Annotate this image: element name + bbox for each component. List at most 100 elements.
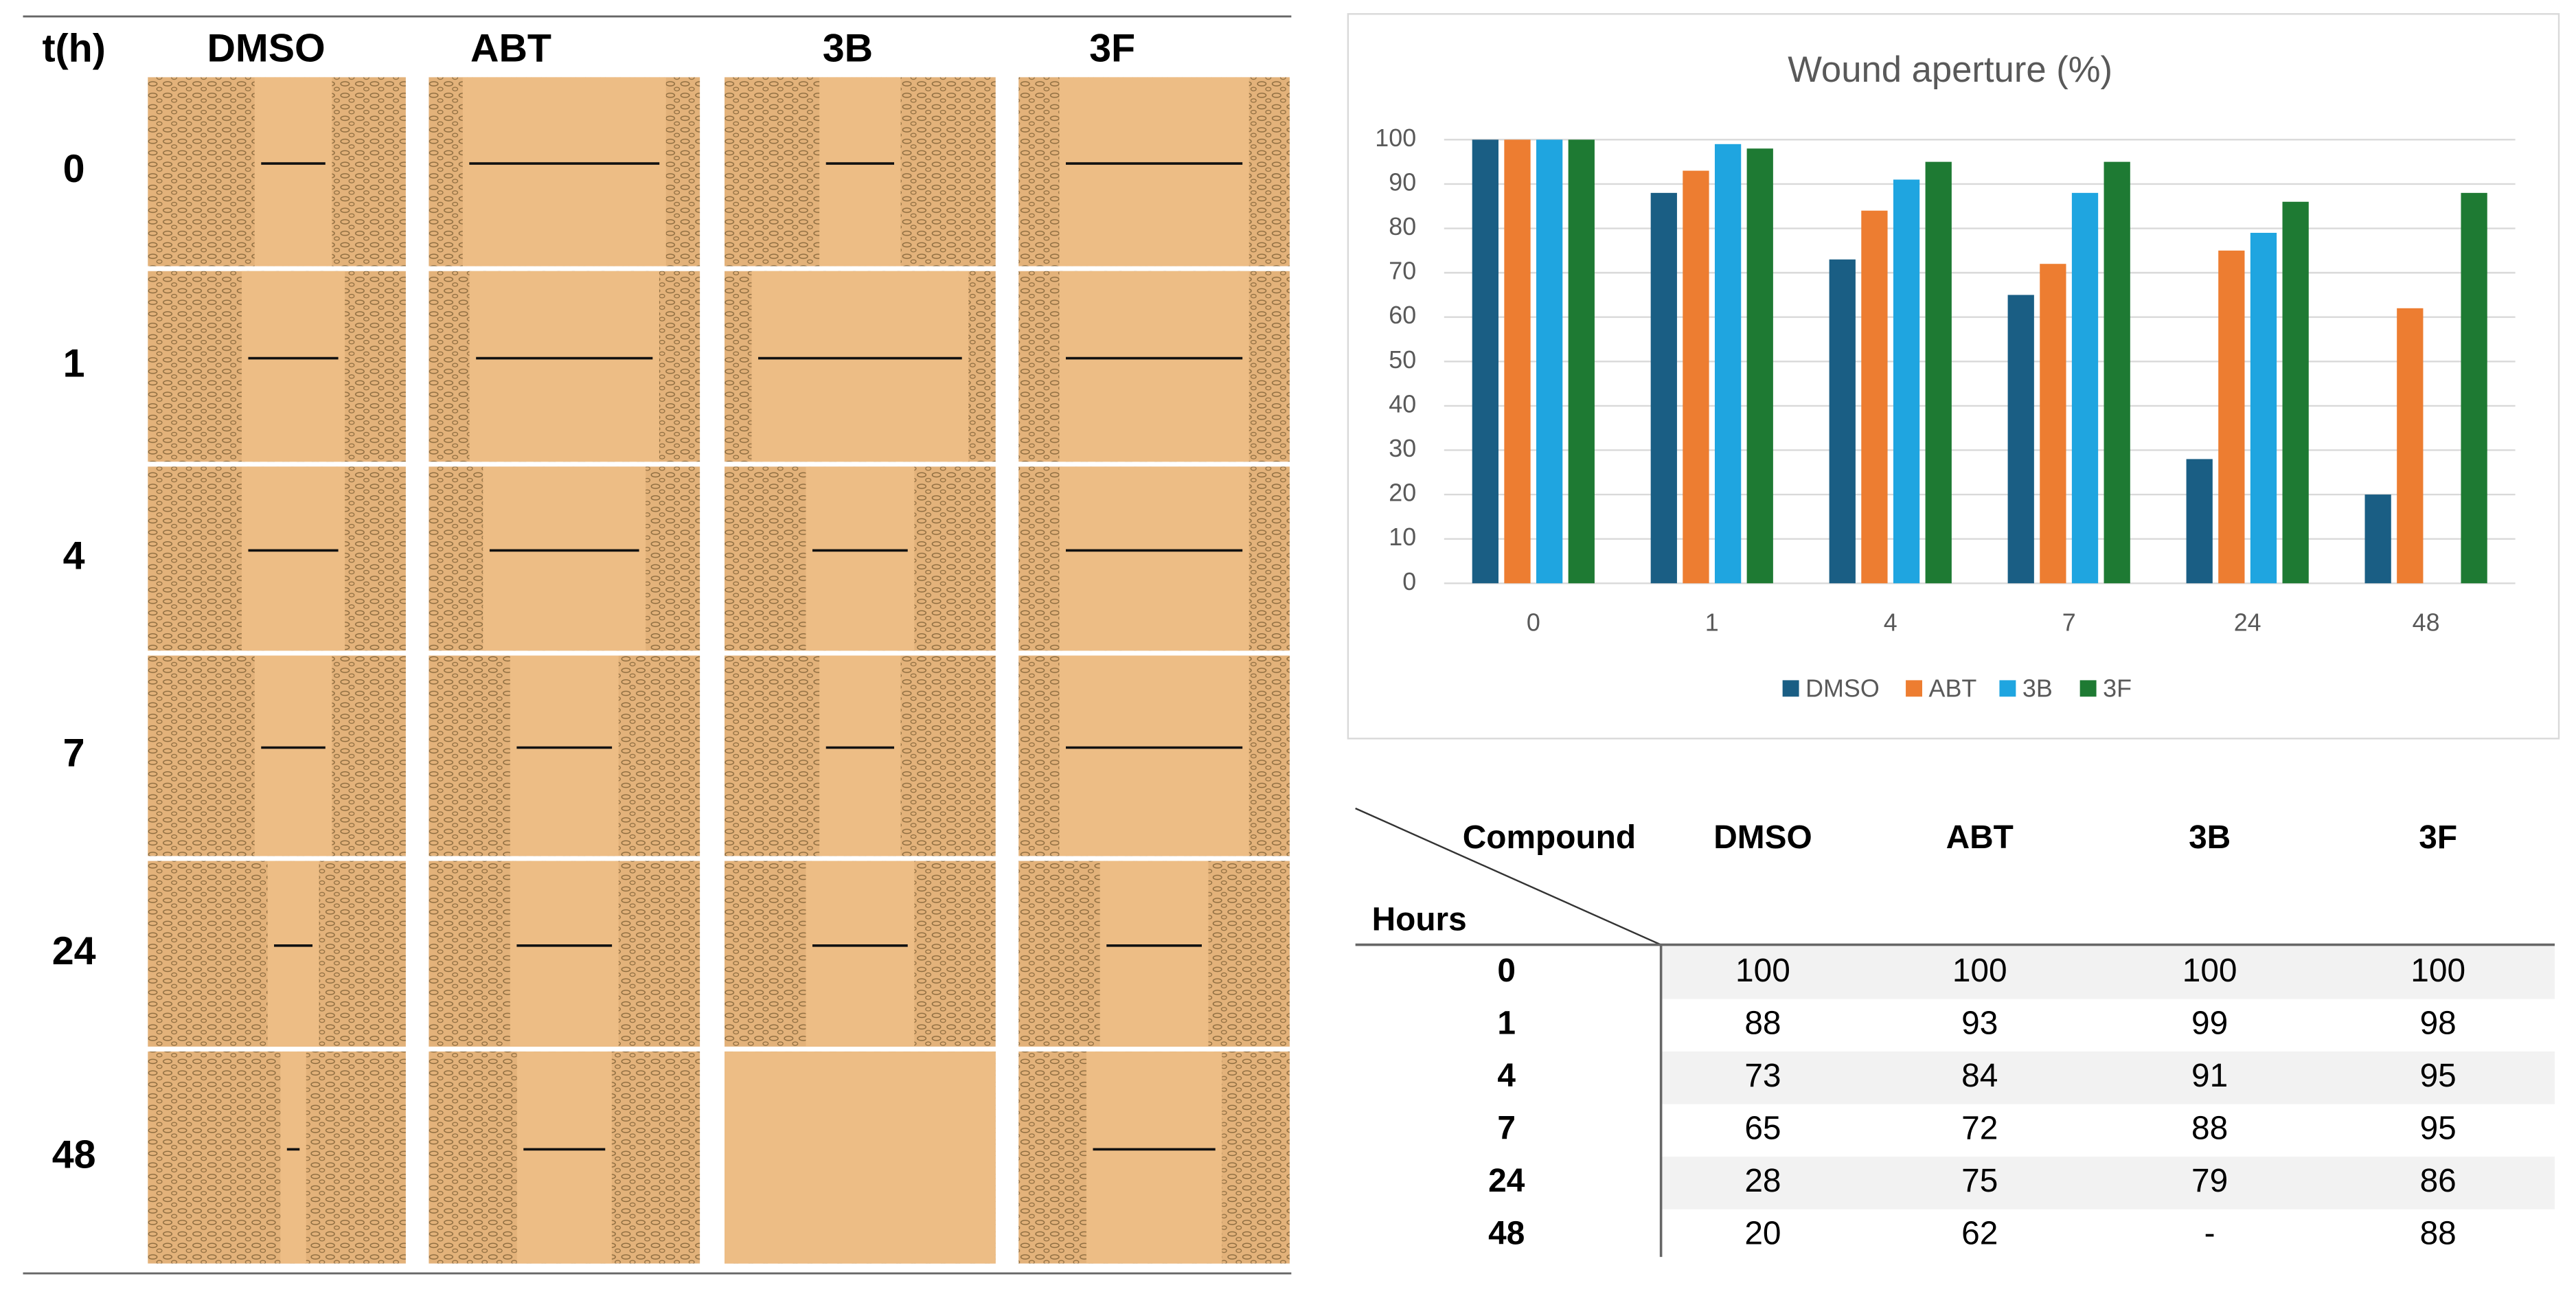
table-cell: 72 (1961, 1111, 1998, 1147)
table-cell: 95 (2420, 1058, 2457, 1094)
bar (1472, 139, 1498, 584)
bar (1925, 161, 1952, 584)
table-row-label: 24 (1488, 1163, 1525, 1199)
table-cell: 100 (2182, 953, 2237, 989)
bar (2218, 250, 2245, 584)
y-tick-label: 90 (1389, 168, 1416, 196)
table-row-label: 7 (1497, 1111, 1516, 1147)
legend-swatch (2079, 680, 2097, 697)
wound-gap (1059, 655, 1249, 856)
bar (1568, 139, 1595, 584)
table-cell: 62 (1961, 1216, 1998, 1252)
x-tick-label: 48 (2413, 609, 2440, 637)
y-tick-label: 70 (1389, 258, 1416, 285)
table-column-header: 3F (2419, 819, 2457, 856)
wound-gap (510, 655, 619, 856)
column-header: 3B (823, 26, 873, 70)
table-cell: 93 (1961, 1005, 1998, 1041)
table-cell: 84 (1961, 1058, 1998, 1094)
wound-gap (1059, 77, 1249, 266)
wound-gap (254, 77, 332, 266)
table-cell: 99 (2191, 1005, 2228, 1041)
bar (1893, 179, 1920, 584)
figure-content: Wound aperture (%) Compound Hours t(h) D… (23, 13, 2560, 1275)
y-tick-label: 30 (1389, 435, 1416, 462)
table-cell: 86 (2420, 1163, 2457, 1199)
wound-gap (254, 655, 332, 856)
y-tick-label: 10 (1389, 523, 1416, 551)
chart-title: Wound aperture (%) (1788, 49, 2112, 90)
table-cell: 100 (1952, 953, 2007, 989)
table-row-shade (1661, 1157, 2555, 1209)
bar (2186, 459, 2213, 584)
y-tick-label: 0 (1402, 568, 1416, 595)
table-cell: 91 (2191, 1058, 2228, 1094)
table-cell: 100 (2410, 953, 2465, 989)
table-cell: 65 (1744, 1111, 1781, 1147)
wound-gap (1099, 861, 1209, 1047)
table-cell: 100 (1735, 953, 1790, 989)
wound-gap (483, 466, 646, 651)
bar (2104, 161, 2130, 584)
table-cell: 88 (2191, 1111, 2228, 1147)
table-row-label: 1 (1497, 1005, 1516, 1041)
wound-gap (516, 1051, 612, 1264)
table-cell: 98 (2420, 1005, 2457, 1041)
table-column-header: ABT (1946, 819, 2014, 856)
y-tick-label: 100 (1375, 124, 1416, 152)
wound-gap (751, 271, 969, 462)
table-cell: 20 (1744, 1216, 1781, 1252)
wound-gap (241, 271, 345, 462)
table-corner-column: Compound (1463, 819, 1636, 856)
wound-gap (1086, 1051, 1222, 1264)
table-corner-row: Hours (1372, 902, 1467, 938)
row-label: 4 (63, 534, 85, 578)
table-column-header: 3B (2189, 819, 2231, 856)
wound-gap (267, 861, 319, 1047)
bar (2040, 264, 2066, 584)
wound-gap (806, 861, 915, 1047)
table-cell: - (2204, 1216, 2215, 1252)
legend-swatch (1906, 680, 1922, 697)
table-row-label: 48 (1488, 1216, 1525, 1252)
bar (2071, 192, 2099, 584)
y-tick-label: 80 (1389, 213, 1416, 240)
bar (2364, 494, 2391, 584)
column-header: DMSO (207, 26, 325, 70)
bar (2282, 201, 2309, 584)
y-tick-label: 20 (1389, 479, 1416, 507)
table-row-label: 4 (1497, 1058, 1516, 1094)
bar (1536, 139, 1563, 584)
wound-gap (1059, 271, 1249, 462)
wound-gap (510, 861, 619, 1047)
table-cell: 28 (1744, 1163, 1781, 1199)
row-label: 48 (52, 1133, 96, 1177)
table-cell: 79 (2191, 1163, 2228, 1199)
table-cell: 73 (1744, 1058, 1781, 1094)
table-cell: 75 (1961, 1163, 1998, 1199)
legend-swatch (1999, 680, 2016, 697)
row-label: 1 (63, 342, 85, 386)
table-cell: 95 (2420, 1111, 2457, 1147)
legend-label: 3F (2103, 674, 2132, 702)
x-tick-label: 24 (2234, 609, 2261, 637)
wound-gap (469, 271, 659, 462)
bar (1683, 170, 1709, 584)
column-header: 3F (1089, 26, 1135, 70)
bar (2250, 232, 2277, 584)
wound-gap (806, 466, 915, 651)
bar (2461, 192, 2487, 584)
bar (1714, 144, 1742, 584)
wound-gap (462, 77, 666, 266)
wound-gap (819, 655, 901, 856)
bar (1746, 148, 1773, 584)
table-diagonal (1355, 807, 1662, 946)
y-tick-label: 40 (1389, 390, 1416, 418)
table-cell: 88 (1744, 1005, 1781, 1041)
bar (1504, 139, 1531, 584)
bar (2397, 308, 2424, 584)
micrograph (148, 1051, 406, 1264)
x-tick-label: 1 (1705, 609, 1719, 637)
